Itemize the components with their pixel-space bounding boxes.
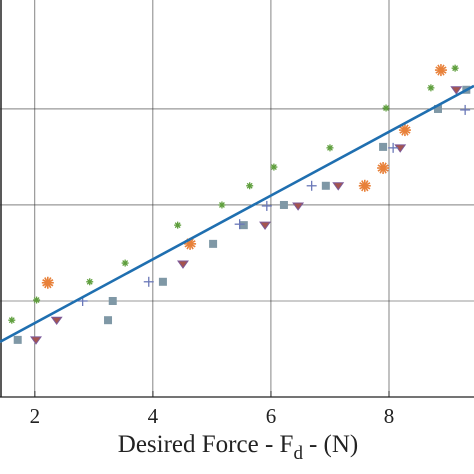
- point: [30, 336, 42, 345]
- x-label-subscript: d: [293, 443, 303, 464]
- stroke: [427, 84, 434, 91]
- point: [209, 239, 218, 248]
- point: [218, 201, 226, 209]
- x-tick-label: 8: [384, 404, 395, 428]
- point: [332, 182, 345, 191]
- shape: [177, 260, 189, 269]
- point: [451, 64, 459, 72]
- point: [234, 219, 245, 230]
- x-label-main: Desired Force - F: [118, 431, 294, 458]
- point: [279, 200, 288, 209]
- point: [239, 221, 248, 230]
- stroke: [86, 278, 93, 285]
- stroke: [122, 260, 129, 267]
- point: [259, 221, 272, 231]
- stroke: [184, 240, 196, 248]
- point: [108, 296, 117, 305]
- shape: [450, 86, 463, 95]
- stroke: [327, 144, 333, 151]
- point: [121, 259, 129, 267]
- shape: [292, 202, 305, 211]
- point: [246, 182, 254, 190]
- stroke: [399, 126, 411, 134]
- point: [33, 296, 41, 304]
- point: [104, 316, 113, 325]
- shape: [209, 239, 218, 248]
- stroke: [42, 279, 54, 287]
- shape: [279, 200, 288, 209]
- point: [382, 104, 390, 112]
- x-tick-label: 2: [30, 404, 41, 428]
- shape: [259, 221, 272, 231]
- point: [177, 260, 189, 269]
- stroke: [246, 182, 253, 189]
- stroke: [219, 202, 225, 208]
- point: [158, 277, 167, 286]
- stroke: [8, 317, 15, 324]
- point: [450, 86, 463, 95]
- stroke: [435, 66, 447, 74]
- point: [460, 104, 471, 115]
- point: [8, 316, 16, 324]
- x-tick-label: 4: [148, 404, 159, 428]
- shape: [433, 104, 442, 113]
- point: [388, 142, 399, 153]
- point: [321, 181, 330, 190]
- stroke: [377, 164, 389, 172]
- shape: [379, 142, 388, 151]
- shape: [108, 296, 117, 305]
- x-axis-label: Desired Force - Fd - (N): [118, 431, 358, 464]
- point: [306, 180, 317, 191]
- point: [86, 278, 94, 286]
- point: [427, 84, 435, 92]
- point: [379, 142, 388, 151]
- shape: [158, 277, 167, 286]
- point: [174, 221, 182, 229]
- point: [50, 316, 63, 326]
- point: [433, 104, 442, 113]
- point: [377, 162, 390, 175]
- x-label-suffix: - (N): [309, 431, 358, 458]
- stroke: [383, 105, 389, 111]
- fit-line: [0, 84, 474, 343]
- stroke: [359, 182, 371, 190]
- point: [292, 202, 305, 211]
- point: [41, 276, 54, 289]
- stroke: [452, 65, 459, 72]
- shape: [239, 221, 248, 230]
- shape: [104, 316, 113, 325]
- point: [434, 64, 447, 77]
- x-tick-label: 6: [266, 404, 277, 428]
- point: [326, 144, 334, 152]
- point: [398, 124, 411, 137]
- shape: [30, 336, 42, 345]
- stroke: [33, 297, 40, 303]
- point: [270, 163, 278, 171]
- stroke: [270, 164, 277, 170]
- shape: [332, 182, 345, 191]
- point: [358, 179, 371, 192]
- shape: [321, 181, 330, 190]
- shape: [13, 335, 22, 344]
- point: [143, 276, 154, 287]
- point: [13, 335, 22, 344]
- point: [261, 200, 272, 211]
- shape: [50, 316, 63, 326]
- stroke: [174, 222, 181, 229]
